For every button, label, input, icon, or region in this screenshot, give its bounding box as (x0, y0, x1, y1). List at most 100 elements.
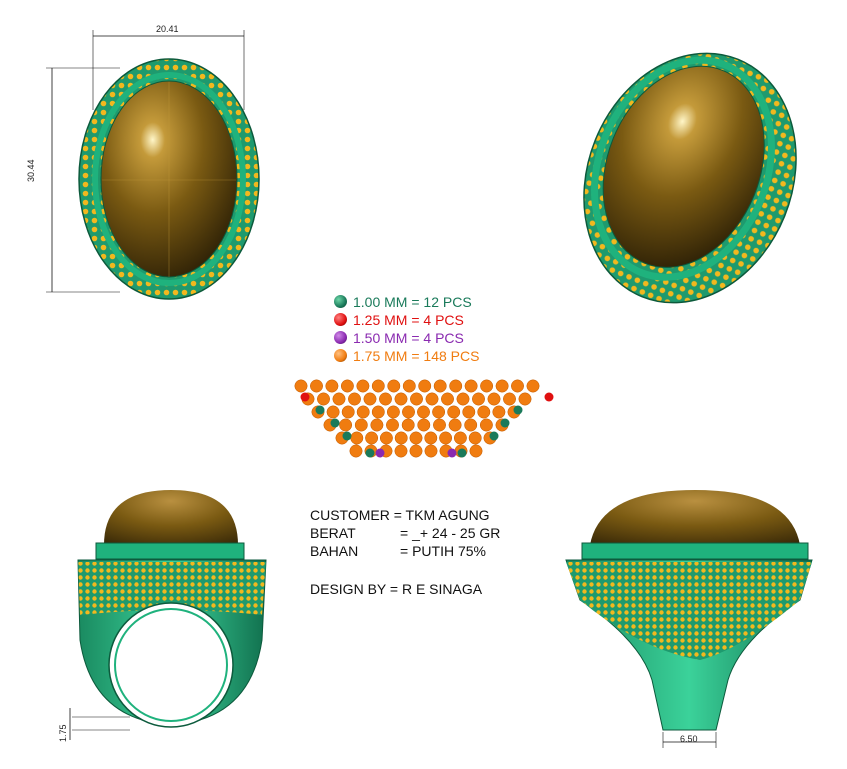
stone-marker (433, 418, 446, 432)
stone-marker (518, 392, 532, 406)
stone-marker (365, 431, 379, 445)
stone-marker (402, 405, 415, 419)
stone-marker (363, 392, 377, 406)
stone-marker (326, 405, 340, 419)
stone-marker (386, 418, 399, 432)
stone-marker (409, 431, 423, 445)
stone-marker (330, 418, 340, 428)
stone-marker (348, 392, 361, 406)
stone-marker (300, 392, 310, 402)
stone-marker (375, 448, 385, 458)
stone-marker (394, 392, 408, 406)
stone-marker (365, 448, 375, 458)
stone-marker (432, 405, 446, 419)
designer-line: DESIGN BY = R E SINAGA (310, 581, 483, 597)
front-view (69, 490, 267, 740)
material-value: = PUTIH 75% (400, 543, 486, 559)
stone-marker (480, 379, 494, 393)
stone-marker (317, 392, 330, 406)
stone-marker (424, 444, 438, 458)
material-label: BAHAN (310, 543, 359, 559)
stone-marker (479, 418, 493, 432)
stone-marker (340, 379, 354, 393)
stone-marker (315, 405, 325, 415)
stone-marker (349, 444, 363, 458)
stone-marker (379, 431, 393, 445)
stone-1-75-icon (334, 349, 347, 362)
stone-marker (410, 392, 423, 406)
stone-marker (371, 405, 385, 419)
stone-marker (511, 379, 524, 393)
stone-marker (332, 392, 346, 406)
stone-marker (417, 418, 431, 432)
stone-marker (495, 379, 509, 393)
stone-marker (544, 392, 554, 402)
legend-label: 1.75 MM = 148 PCS (353, 347, 480, 364)
stone-marker (417, 405, 430, 419)
stone-marker (401, 418, 415, 432)
stone-marker (339, 418, 353, 432)
stone-marker (477, 405, 491, 419)
stone-marker (294, 379, 308, 393)
stone-marker (325, 379, 339, 393)
legend-item: 1.25 MM = 4 PCS (334, 311, 464, 328)
weight-label: BERAT (310, 525, 356, 541)
stone-marker (350, 431, 364, 445)
stone-marker (487, 392, 501, 406)
legend-label: 1.50 MM = 4 PCS (353, 329, 464, 346)
legend-item: 1.50 MM = 4 PCS (334, 329, 464, 346)
stone-marker (449, 379, 463, 393)
stone-marker (356, 405, 370, 419)
stone-marker (379, 392, 392, 406)
stone-marker (469, 444, 483, 458)
stone-marker (503, 392, 516, 406)
stone-marker (439, 431, 453, 445)
legend-label: 1.25 MM = 4 PCS (353, 311, 464, 328)
stone-marker (453, 431, 467, 445)
weight-value: = _+ 24 - 25 GR (400, 525, 501, 541)
legend-item: 1.75 MM = 148 PCS (334, 347, 479, 364)
stone-marker (462, 405, 476, 419)
stone-marker (489, 431, 499, 441)
stone-marker (526, 379, 540, 393)
stone-marker (394, 444, 408, 458)
height-dimension-label: 30.44 (26, 159, 36, 182)
stone-marker (472, 392, 485, 406)
stone-marker (394, 431, 408, 445)
stone-marker (409, 444, 423, 458)
width-dimension-label: 20.41 (156, 24, 179, 34)
stone-marker (387, 379, 401, 393)
legend-label: 1.00 MM = 12 PCS (353, 293, 472, 310)
stone-marker (310, 379, 323, 393)
stone-marker (456, 392, 470, 406)
stone-marker (433, 379, 447, 393)
shank-width-dimension-label: 6.50 (680, 734, 698, 744)
stone-marker (425, 392, 439, 406)
stone-marker (341, 405, 355, 419)
weight-line: BERAT = _+ 24 - 25 GR (310, 525, 500, 541)
stone-marker (342, 431, 352, 441)
stone-marker (464, 418, 478, 432)
legend-item: 1.00 MM = 12 PCS (334, 293, 472, 310)
material-line: BAHAN = PUTIH 75% (310, 543, 486, 559)
stone-1-25-icon (334, 313, 347, 326)
stone-marker (354, 418, 368, 432)
stone-marker (447, 448, 457, 458)
stone-layout (294, 379, 554, 458)
stone-marker (418, 379, 432, 393)
stone-marker (464, 379, 478, 393)
stone-marker (356, 379, 370, 393)
stone-marker (424, 431, 438, 445)
thickness-dimension-label: 1.75 (58, 724, 68, 742)
stone-marker (448, 418, 462, 432)
stone-marker (457, 448, 467, 458)
stone-marker (441, 392, 454, 406)
side-view (565, 490, 813, 748)
stone-marker (371, 379, 385, 393)
stone-marker (402, 379, 416, 393)
customer-line: CUSTOMER = TKM AGUNG (310, 507, 490, 523)
stone-1-00-icon (334, 295, 347, 308)
stone-marker (513, 405, 523, 415)
stone-marker (500, 418, 510, 428)
